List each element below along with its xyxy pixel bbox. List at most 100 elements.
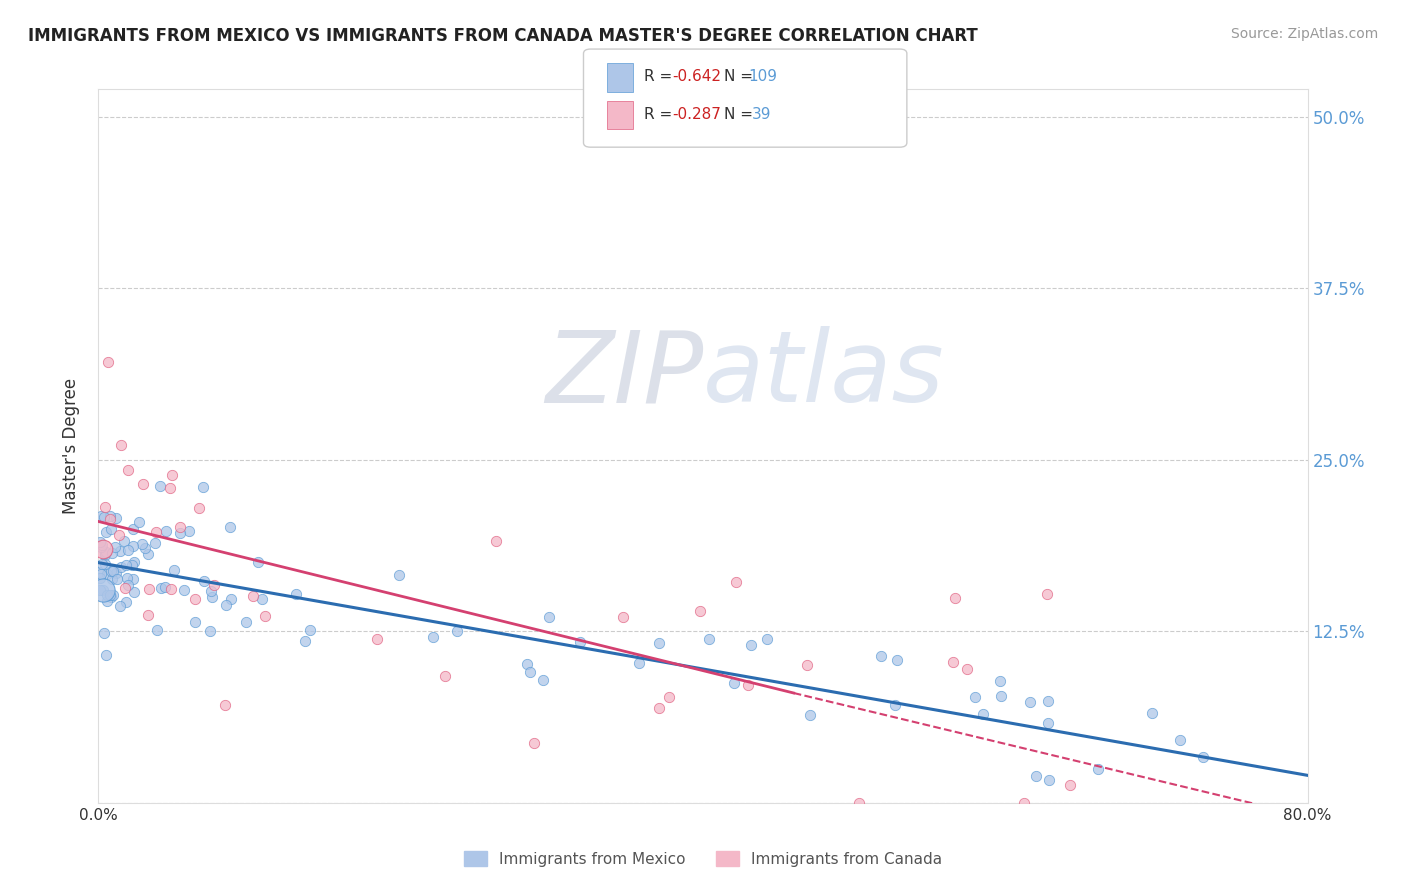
Point: [201, 591, 224, 605]
Point: [101, 546, 124, 560]
Point: [1035, 587, 1057, 601]
Point: [422, 631, 444, 645]
Point: [94, 545, 117, 559]
Point: [105, 566, 128, 580]
Point: [1059, 778, 1081, 792]
Point: [131, 537, 153, 551]
Point: [446, 624, 468, 638]
Point: [1038, 773, 1060, 788]
Point: [93, 509, 115, 524]
Point: [91, 583, 114, 598]
Point: [697, 632, 720, 646]
Text: R =: R =: [644, 70, 678, 84]
Point: [246, 555, 269, 569]
Point: [1142, 706, 1164, 721]
Point: [740, 638, 762, 652]
Point: [965, 690, 987, 704]
Text: Source: ZipAtlas.com: Source: ZipAtlas.com: [1230, 27, 1378, 41]
Point: [155, 524, 177, 538]
Text: R =: R =: [644, 107, 678, 121]
Point: [943, 591, 966, 606]
Point: [179, 524, 201, 539]
Point: [108, 544, 131, 558]
Point: [100, 591, 122, 605]
Point: [1191, 749, 1213, 764]
Point: [848, 796, 870, 810]
Point: [91, 557, 114, 571]
Point: [799, 708, 821, 723]
Point: [796, 657, 818, 672]
Point: [869, 648, 891, 663]
Point: [134, 541, 156, 555]
Point: [138, 582, 160, 596]
Point: [122, 573, 145, 587]
Point: [131, 477, 153, 491]
Point: [755, 632, 778, 647]
Point: [91, 583, 114, 598]
Point: [531, 673, 554, 687]
Point: [215, 598, 238, 612]
Text: IMMIGRANTS FROM MEXICO VS IMMIGRANTS FROM CANADA MASTER'S DEGREE CORRELATION CHA: IMMIGRANTS FROM MEXICO VS IMMIGRANTS FRO…: [28, 27, 977, 45]
Point: [648, 701, 671, 715]
Text: 39: 39: [752, 107, 772, 121]
Point: [114, 594, 136, 608]
Point: [90, 567, 112, 582]
Point: [96, 567, 118, 582]
Point: [89, 583, 111, 598]
Point: [569, 635, 592, 649]
Point: [250, 591, 273, 606]
Point: [200, 584, 222, 599]
Point: [122, 555, 145, 569]
Point: [110, 599, 132, 613]
Point: [198, 624, 221, 638]
Point: [538, 610, 561, 624]
Point: [294, 634, 316, 648]
Text: ZIP: ZIP: [544, 326, 703, 423]
Point: [956, 662, 979, 676]
Text: -0.642: -0.642: [672, 70, 721, 84]
Point: [366, 632, 388, 646]
Point: [103, 564, 125, 578]
Point: [90, 540, 112, 554]
Point: [235, 615, 257, 629]
Point: [169, 520, 191, 534]
Point: [96, 594, 118, 608]
Point: [93, 626, 115, 640]
Point: [136, 607, 159, 622]
Text: -0.287: -0.287: [672, 107, 721, 121]
Point: [115, 570, 138, 584]
Point: [122, 522, 145, 536]
Point: [689, 603, 711, 617]
Point: [159, 481, 181, 495]
Point: [628, 656, 651, 670]
Point: [886, 653, 908, 667]
Point: [101, 572, 124, 586]
Point: [519, 665, 541, 680]
Point: [100, 564, 122, 578]
Point: [191, 480, 214, 494]
Point: [173, 583, 195, 598]
Point: [149, 479, 172, 493]
Point: [942, 655, 965, 669]
Text: 109: 109: [748, 70, 778, 84]
Point: [112, 533, 135, 548]
Point: [149, 581, 172, 595]
Y-axis label: Master's Degree: Master's Degree: [62, 378, 80, 514]
Point: [104, 540, 127, 554]
Point: [990, 673, 1012, 688]
Point: [94, 557, 117, 571]
Point: [723, 676, 745, 690]
Point: [114, 581, 136, 595]
Point: [122, 584, 145, 599]
Point: [163, 563, 186, 577]
Point: [485, 534, 508, 549]
Point: [169, 525, 191, 540]
Point: [433, 669, 456, 683]
Point: [184, 591, 207, 606]
Point: [1168, 732, 1191, 747]
Point: [121, 540, 143, 554]
Point: [105, 572, 128, 586]
Point: [515, 657, 537, 672]
Point: [94, 546, 117, 560]
Point: [100, 522, 122, 536]
